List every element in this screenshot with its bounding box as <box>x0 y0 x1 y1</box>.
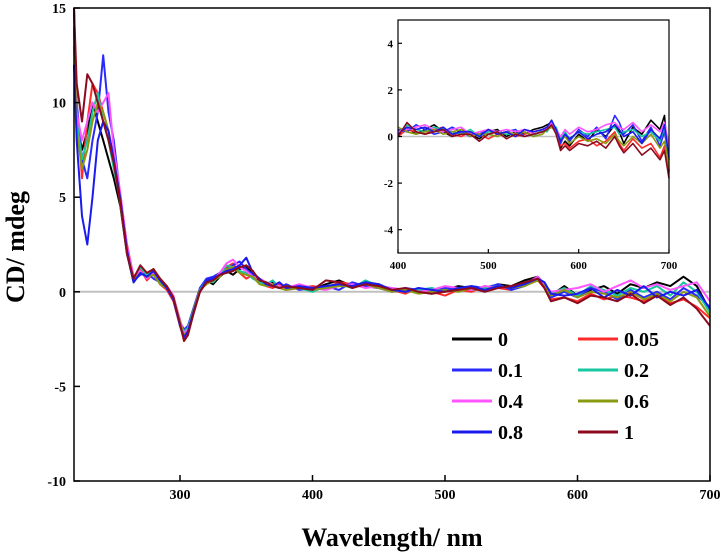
legend-label-0-6: 0.6 <box>624 391 649 413</box>
y-tick-label: -10 <box>47 475 66 490</box>
legend-label-0-8: 0.8 <box>498 422 523 444</box>
legend-label-0-1: 0.1 <box>498 360 523 382</box>
inset-series-line-1 <box>397 121 670 179</box>
y-tick-label: 5 <box>59 191 66 206</box>
x-tick-label: 700 <box>700 488 721 503</box>
x-tick-label: 400 <box>302 488 323 503</box>
y-tick-label: 10 <box>52 97 66 112</box>
x-tick-label: 300 <box>170 488 191 503</box>
inset-series-line-0-8 <box>397 119 670 158</box>
y-tick-label: -5 <box>54 380 66 395</box>
inset-x-tick-label: 500 <box>480 260 497 272</box>
legend-label-0-2: 0.2 <box>624 360 649 382</box>
y-axis-title: CD/ mdeg <box>1 191 30 303</box>
legend-label-0-05: 0.05 <box>624 329 659 351</box>
inset-x-tick-label: 600 <box>570 260 587 272</box>
legend-label-0: 0 <box>498 329 508 351</box>
inset-y-tick-label: 2 <box>388 85 394 97</box>
series-line-0-8 <box>73 64 711 339</box>
inset-y-tick-label: 4 <box>388 38 394 50</box>
x-axis-title: Wavelength/ nm <box>301 523 483 552</box>
series-line-1 <box>73 7 711 342</box>
main-plot-frame <box>73 7 711 482</box>
legend-label-1: 1 <box>624 422 634 444</box>
inset-y-tick-label: -2 <box>384 178 394 190</box>
x-tick-label: 500 <box>435 488 456 503</box>
inset-x-tick-label: 400 <box>390 260 407 272</box>
y-tick-label: 15 <box>52 2 66 17</box>
inset-plot-area: -4 -2 0 2 4 400 500 600 700 <box>384 19 678 272</box>
inset-x-tick-label: 700 <box>661 260 678 272</box>
legend: 0 0.05 0.1 0.2 0.4 0.6 0.8 1 <box>452 329 659 444</box>
legend-label-0-4: 0.4 <box>498 391 523 413</box>
inset-y-tick-label: -4 <box>384 225 394 237</box>
y-tick-label: 0 <box>59 286 66 301</box>
inset-y-tick-label: 0 <box>388 132 394 144</box>
x-tick-label: 600 <box>567 488 588 503</box>
